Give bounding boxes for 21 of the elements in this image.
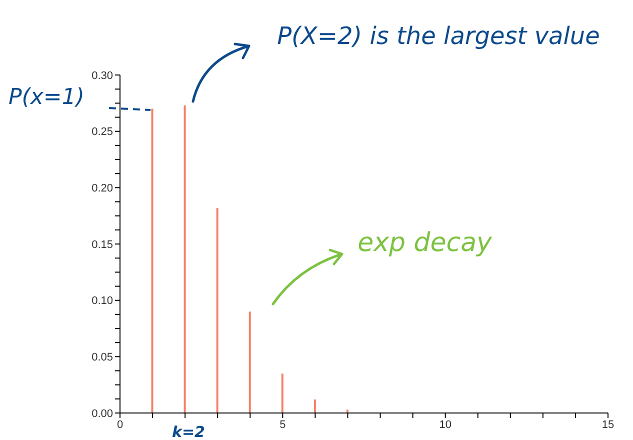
y-tick-label: 0.00 — [92, 408, 113, 420]
bar — [248, 312, 251, 413]
annotation: P(X=2) is the largest value — [277, 22, 600, 50]
y-tick-label: 0.30 — [92, 70, 113, 82]
y-tick-label: 0.20 — [92, 182, 113, 195]
bar — [216, 208, 218, 413]
bar — [151, 108, 154, 413]
y-tick-label: 0.10 — [92, 295, 113, 308]
y-tick-label: 0.15 — [92, 238, 113, 251]
y-tick-label: 0.05 — [92, 352, 113, 364]
bar — [184, 105, 186, 413]
annotation: exp decay — [358, 228, 492, 258]
x-tick-label: 15 — [602, 418, 614, 431]
x-tick-label: 10 — [439, 418, 452, 431]
text: k=2 — [172, 423, 205, 440]
x-tick-label: 0 — [116, 418, 124, 431]
bar — [281, 374, 284, 413]
annotation: P(x=1) — [8, 84, 84, 110]
y-tick-label: 0.25 — [92, 126, 113, 138]
bar — [314, 399, 316, 413]
x-tick-label: 5 — [280, 418, 286, 431]
